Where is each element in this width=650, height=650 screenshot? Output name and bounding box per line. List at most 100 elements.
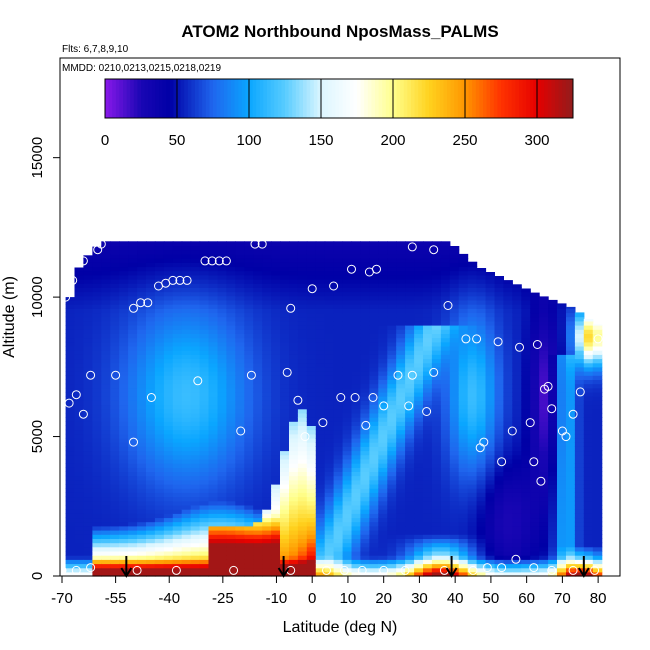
heatmap-cell [414, 429, 424, 435]
heatmap-cell [190, 253, 201, 259]
heatmap-cell [146, 542, 156, 548]
heatmap-cell [110, 379, 120, 385]
heatmap-cell [190, 458, 201, 464]
heatmap-cell [315, 262, 326, 268]
heatmap-cell [342, 287, 353, 293]
colorbar-segment [414, 79, 419, 118]
heatmap-cell [163, 517, 174, 523]
heatmap-cell [387, 295, 397, 301]
heatmap-cell [494, 312, 504, 318]
heatmap-cell [190, 517, 201, 523]
heatmap-cell [226, 550, 236, 556]
heatmap-cell [271, 571, 281, 577]
heatmap-cell [449, 454, 460, 460]
heatmap-cell [217, 517, 227, 523]
heatmap-cell [333, 425, 344, 431]
heatmap-cell [208, 295, 218, 301]
heatmap-cell [208, 488, 218, 493]
heatmap-cell [181, 358, 192, 364]
heatmap-cell [217, 299, 227, 305]
heatmap-cell [405, 400, 415, 406]
heatmap-cell [154, 437, 165, 443]
heatmap-cell [181, 320, 192, 326]
heatmap-cell [181, 253, 192, 259]
heatmap-cell [137, 546, 147, 552]
heatmap-cell [333, 454, 344, 460]
heatmap-cell [387, 337, 397, 343]
heatmap-cell [128, 329, 138, 334]
heatmap-cell [181, 450, 192, 456]
heatmap-cell [458, 530, 469, 535]
heatmap-cell [333, 538, 344, 544]
heatmap-cell [333, 341, 344, 347]
heatmap-cell [297, 283, 308, 288]
heatmap-cell [414, 299, 424, 305]
heatmap-cell [262, 391, 272, 397]
heatmap-cell [235, 379, 245, 385]
heatmap-cell [271, 513, 281, 519]
heatmap-cell [146, 304, 156, 309]
heatmap-cell [476, 442, 487, 447]
heatmap-cell [190, 500, 201, 506]
heatmap-cell [333, 375, 344, 380]
colorbar-segment [522, 79, 527, 118]
colorbar-segment [565, 79, 570, 118]
heatmap-cell [154, 366, 165, 372]
heatmap-cell [583, 550, 594, 556]
colorbar-segment [501, 79, 506, 118]
heatmap-cell [539, 371, 549, 376]
heatmap-cell [423, 471, 433, 477]
heatmap-cell [440, 521, 451, 527]
heatmap-cell [592, 471, 603, 477]
heatmap-cell [83, 391, 93, 397]
heatmap-cell [306, 391, 317, 397]
heatmap-cell [369, 304, 379, 309]
heatmap-cell [128, 345, 138, 351]
heatmap-cell [137, 496, 147, 502]
heatmap-cell [467, 550, 478, 556]
heatmap-cell [333, 446, 344, 452]
heatmap-cell [172, 341, 183, 347]
heatmap-cell [119, 521, 129, 527]
heatmap-cell [128, 521, 138, 527]
heatmap-cell [458, 454, 469, 460]
heatmap-cell [396, 412, 406, 418]
heatmap-cell [476, 412, 487, 418]
heatmap-cell [557, 513, 567, 519]
heatmap-cell [190, 467, 201, 472]
heatmap-cell [137, 291, 147, 297]
heatmap-cell [271, 383, 281, 389]
heatmap-cell [378, 530, 388, 535]
heatmap-cell [146, 270, 156, 276]
heatmap-cell [557, 504, 567, 510]
heatmap-cell [521, 308, 531, 314]
heatmap-cell [431, 425, 442, 431]
measurement-point [357, 565, 367, 575]
heatmap-cell [289, 400, 299, 406]
heatmap-cell [485, 463, 495, 468]
heatmap-cell [74, 291, 84, 297]
heatmap-cell [92, 270, 102, 276]
heatmap-cell [539, 366, 549, 372]
y-axis-label: Altitude (m) [1, 276, 18, 358]
heatmap-cell [65, 325, 76, 330]
heatmap-cell [592, 325, 603, 330]
heatmap-cell [181, 492, 192, 498]
heatmap-cell [431, 471, 442, 477]
heatmap-cell [449, 442, 460, 447]
heatmap-cell [351, 417, 361, 422]
heatmap-cell [351, 425, 361, 431]
heatmap-cell [423, 517, 433, 523]
heatmap-cell [244, 366, 254, 372]
heatmap-cell [297, 525, 308, 531]
heatmap-cell [190, 404, 201, 410]
heatmap-cell [280, 299, 290, 305]
heatmap-cell [128, 504, 138, 510]
heatmap-cell [163, 320, 174, 326]
heatmap-cell [154, 400, 165, 406]
heatmap-cell [154, 379, 165, 385]
heatmap-cell [181, 270, 192, 276]
heatmap-cell [423, 362, 433, 368]
heatmap-cell [74, 333, 84, 339]
heatmap-cell [485, 496, 495, 502]
